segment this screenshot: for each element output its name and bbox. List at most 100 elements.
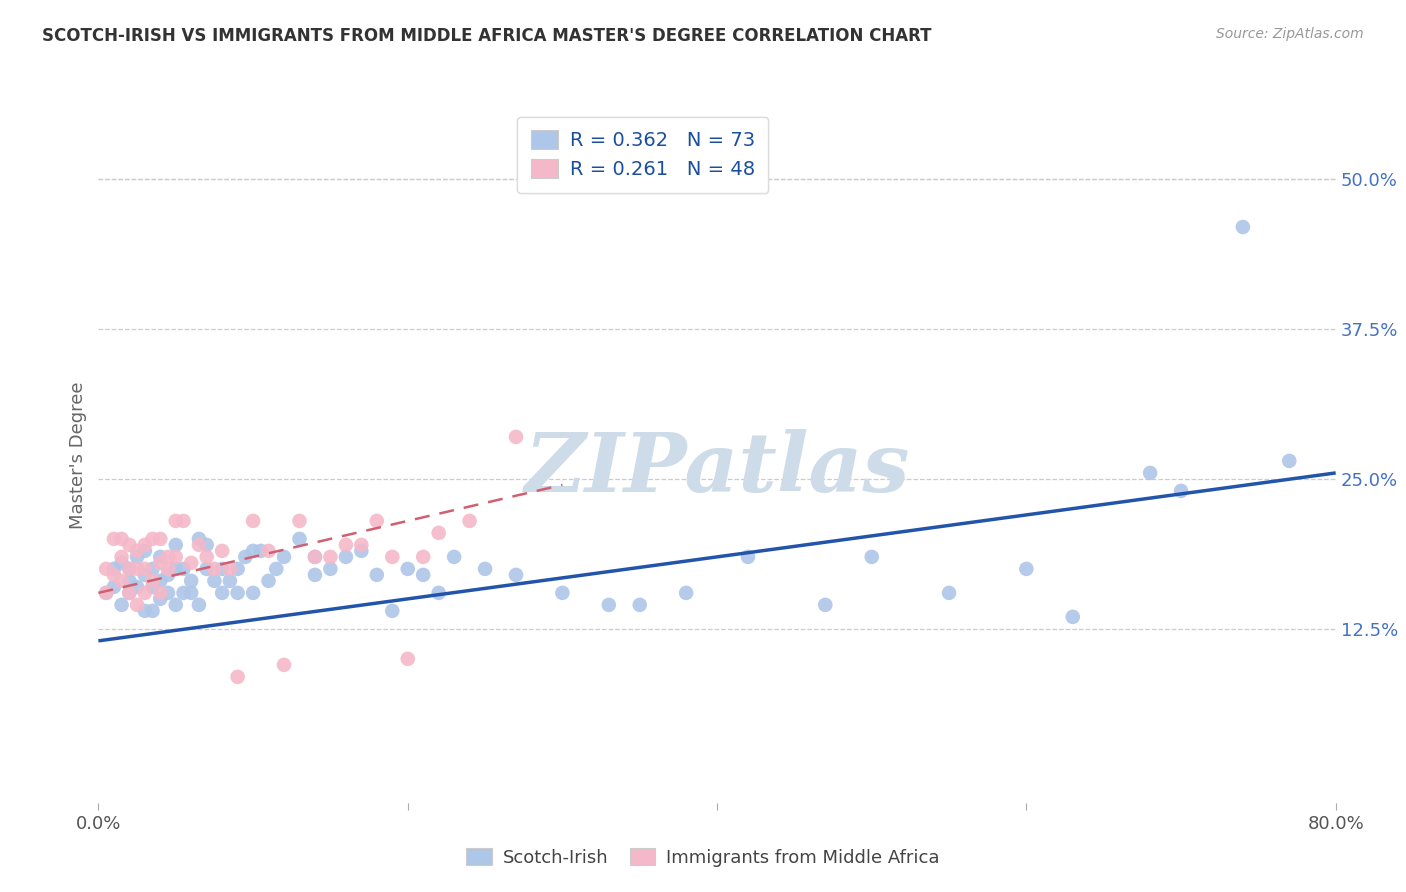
Point bbox=[195, 538, 218, 552]
Point bbox=[381, 604, 404, 618]
Point bbox=[149, 556, 172, 570]
Point bbox=[118, 586, 141, 600]
Point bbox=[273, 549, 295, 564]
Point bbox=[219, 574, 242, 588]
Point bbox=[1278, 454, 1301, 468]
Point bbox=[118, 562, 141, 576]
Point bbox=[474, 562, 496, 576]
Point bbox=[505, 430, 527, 444]
Point bbox=[180, 556, 202, 570]
Point bbox=[219, 562, 242, 576]
Legend: Scotch-Irish, Immigrants from Middle Africa: Scotch-Irish, Immigrants from Middle Afr… bbox=[460, 841, 946, 874]
Point bbox=[737, 549, 759, 564]
Point bbox=[149, 586, 172, 600]
Point bbox=[242, 586, 264, 600]
Point bbox=[134, 586, 156, 600]
Point bbox=[127, 544, 149, 558]
Legend: R = 0.362   N = 73, R = 0.261   N = 48: R = 0.362 N = 73, R = 0.261 N = 48 bbox=[517, 117, 769, 193]
Point bbox=[111, 556, 134, 570]
Point bbox=[165, 598, 187, 612]
Point bbox=[165, 549, 187, 564]
Point bbox=[127, 562, 149, 576]
Text: SCOTCH-IRISH VS IMMIGRANTS FROM MIDDLE AFRICA MASTER'S DEGREE CORRELATION CHART: SCOTCH-IRISH VS IMMIGRANTS FROM MIDDLE A… bbox=[42, 27, 932, 45]
Point bbox=[204, 574, 226, 588]
Point bbox=[235, 549, 257, 564]
Point bbox=[1139, 466, 1161, 480]
Point bbox=[165, 514, 187, 528]
Point bbox=[195, 549, 218, 564]
Point bbox=[628, 598, 651, 612]
Point bbox=[412, 567, 434, 582]
Point bbox=[142, 532, 165, 546]
Point bbox=[319, 562, 342, 576]
Text: Source: ZipAtlas.com: Source: ZipAtlas.com bbox=[1216, 27, 1364, 41]
Point bbox=[157, 549, 180, 564]
Point bbox=[204, 562, 226, 576]
Point bbox=[96, 586, 118, 600]
Point bbox=[149, 574, 172, 588]
Point bbox=[188, 532, 211, 546]
Point bbox=[257, 544, 280, 558]
Point bbox=[675, 586, 697, 600]
Point bbox=[188, 538, 211, 552]
Point bbox=[103, 580, 125, 594]
Point bbox=[134, 604, 156, 618]
Point bbox=[173, 586, 195, 600]
Point bbox=[1170, 483, 1192, 498]
Point bbox=[103, 532, 125, 546]
Point bbox=[443, 549, 465, 564]
Point bbox=[103, 562, 125, 576]
Point bbox=[211, 586, 233, 600]
Point bbox=[180, 586, 202, 600]
Text: ZIPatlas: ZIPatlas bbox=[524, 429, 910, 508]
Point bbox=[304, 549, 326, 564]
Point bbox=[157, 567, 180, 582]
Point bbox=[173, 562, 195, 576]
Point bbox=[288, 514, 311, 528]
Point bbox=[242, 514, 264, 528]
Point bbox=[111, 598, 134, 612]
Point bbox=[250, 544, 273, 558]
Point bbox=[860, 549, 883, 564]
Point bbox=[149, 549, 172, 564]
Point bbox=[304, 567, 326, 582]
Point bbox=[111, 574, 134, 588]
Point bbox=[134, 562, 156, 576]
Point bbox=[427, 525, 450, 540]
Point bbox=[111, 532, 134, 546]
Point bbox=[1062, 610, 1084, 624]
Point bbox=[188, 598, 211, 612]
Point bbox=[396, 562, 419, 576]
Point bbox=[96, 562, 118, 576]
Point bbox=[142, 580, 165, 594]
Y-axis label: Master's Degree: Master's Degree bbox=[69, 381, 87, 529]
Point bbox=[103, 567, 125, 582]
Point bbox=[96, 586, 118, 600]
Point bbox=[381, 549, 404, 564]
Point bbox=[273, 657, 295, 672]
Point bbox=[304, 549, 326, 564]
Point bbox=[226, 562, 249, 576]
Point bbox=[242, 544, 264, 558]
Point bbox=[157, 586, 180, 600]
Point bbox=[1015, 562, 1038, 576]
Point bbox=[118, 574, 141, 588]
Point bbox=[180, 574, 202, 588]
Point bbox=[335, 538, 357, 552]
Point bbox=[335, 549, 357, 564]
Point bbox=[157, 562, 180, 576]
Point bbox=[350, 538, 373, 552]
Point bbox=[319, 549, 342, 564]
Point bbox=[288, 532, 311, 546]
Point bbox=[427, 586, 450, 600]
Point bbox=[149, 591, 172, 606]
Point bbox=[1232, 219, 1254, 234]
Point bbox=[938, 586, 960, 600]
Point bbox=[211, 544, 233, 558]
Point bbox=[551, 586, 574, 600]
Point bbox=[598, 598, 620, 612]
Point bbox=[366, 567, 388, 582]
Point bbox=[211, 562, 233, 576]
Point bbox=[814, 598, 837, 612]
Point bbox=[266, 562, 288, 576]
